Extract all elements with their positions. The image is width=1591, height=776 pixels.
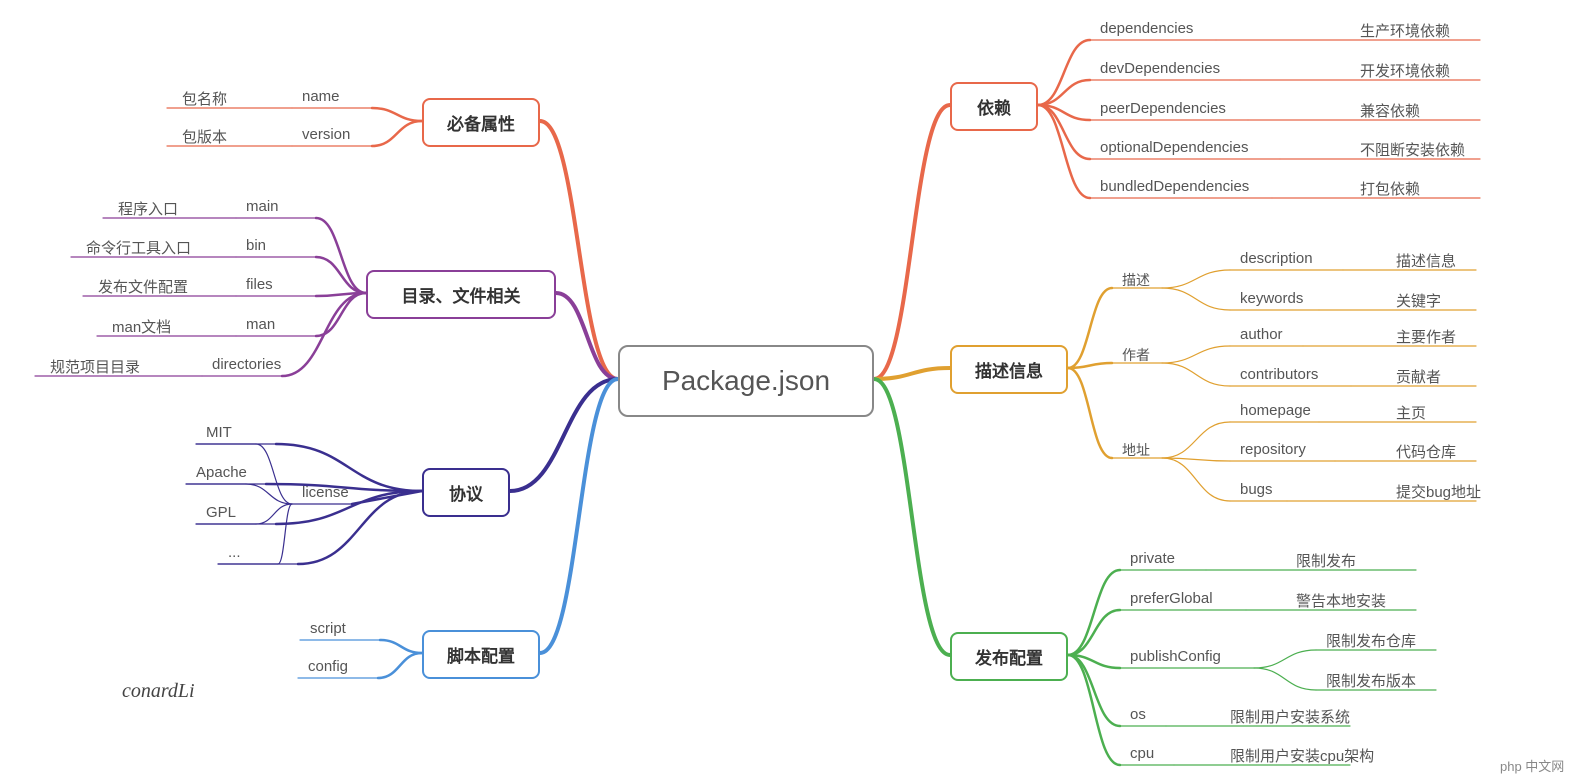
- leaf-desc-contributors: contributors: [1240, 366, 1318, 383]
- group-desc-地址: 地址: [1122, 440, 1150, 460]
- leaf-desc-files-directories: 规范项目目录: [50, 356, 140, 377]
- mid-license: license: [302, 484, 349, 501]
- leaf-desc-publish-private: 限制发布: [1296, 550, 1356, 571]
- leaf-desc-homepage: homepage: [1240, 402, 1311, 419]
- leaf-desc-desc-description: 描述信息: [1396, 250, 1456, 271]
- leaf-publish-os: os: [1130, 706, 1146, 723]
- leaf-files-bin: bin: [246, 237, 266, 254]
- leaf-desc-deps-peerDependencies: 兼容依赖: [1360, 100, 1420, 121]
- leaf-scripts-config: config: [308, 658, 348, 675]
- leaf-desc-publish-preferGlobal: 警告本地安装: [1296, 590, 1386, 611]
- leaf-desc-files-man: man文档: [112, 316, 171, 337]
- watermark: conardLi: [122, 680, 195, 703]
- leaf-sub-publish-publishConfig: 限制发布版本: [1326, 670, 1416, 691]
- leaf-desc-files-files: 发布文件配置: [98, 276, 188, 297]
- leaf-deps-peerDependencies: peerDependencies: [1100, 100, 1226, 117]
- leaf-desc-required-name: 包名称: [182, 88, 227, 109]
- branch-scripts: 脚本配置: [422, 630, 540, 679]
- leaf-files-directories: directories: [212, 356, 281, 373]
- leaf-desc-publish-os: 限制用户安装系统: [1230, 706, 1350, 727]
- branch-license: 协议: [422, 468, 510, 517]
- leaf-deps-dependencies: dependencies: [1100, 20, 1193, 37]
- branch-desc: 描述信息: [950, 345, 1068, 394]
- branch-files: 目录、文件相关: [366, 270, 556, 319]
- leaf-desc-desc-author: 主要作者: [1396, 326, 1456, 347]
- leaf-desc-deps-bundledDependencies: 打包依赖: [1360, 178, 1420, 199]
- leaf-files-man: man: [246, 316, 275, 333]
- leaf-desc-desc-keywords: 关键字: [1396, 290, 1441, 311]
- leaf-desc-deps-dependencies: 生产环境依赖: [1360, 20, 1450, 41]
- leaf-desc-desc-bugs: 提交bug地址: [1396, 481, 1481, 502]
- leaf-desc-publish-cpu: 限制用户安装cpu架构: [1230, 745, 1374, 766]
- leaf-files-main: main: [246, 198, 279, 215]
- center-node: Package.json: [618, 345, 874, 417]
- leaf-deps-devDependencies: devDependencies: [1100, 60, 1220, 77]
- leaf-publish-preferGlobal: preferGlobal: [1130, 590, 1213, 607]
- corner-logo: php 中文网: [1500, 756, 1564, 775]
- leaf-desc-required-version: 包版本: [182, 126, 227, 147]
- leaf-license-...: ...: [228, 544, 241, 561]
- leaf-desc-keywords: keywords: [1240, 290, 1303, 307]
- leaf-desc-bugs: bugs: [1240, 481, 1273, 498]
- leaf-desc-desc-contributors: 贡献者: [1396, 366, 1441, 387]
- leaf-scripts-script: script: [310, 620, 346, 637]
- leaf-desc-deps-optionalDependencies: 不阻断安装依赖: [1360, 139, 1465, 160]
- branch-required: 必备属性: [422, 98, 540, 147]
- leaf-sub-publish-publishConfig: 限制发布仓库: [1326, 630, 1416, 651]
- leaf-files-files: files: [246, 276, 273, 293]
- leaf-license-Apache: Apache: [196, 464, 247, 481]
- leaf-desc-files-main: 程序入口: [118, 198, 178, 219]
- leaf-publish-publishConfig: publishConfig: [1130, 648, 1221, 665]
- leaf-license-MIT: MIT: [206, 424, 232, 441]
- leaf-desc-files-bin: 命令行工具入口: [86, 237, 191, 258]
- leaf-desc-repository: repository: [1240, 441, 1306, 458]
- leaf-required-name: name: [302, 88, 340, 105]
- leaf-publish-cpu: cpu: [1130, 745, 1154, 762]
- leaf-desc-description: description: [1240, 250, 1313, 267]
- group-desc-作者: 作者: [1122, 345, 1150, 365]
- branch-deps: 依赖: [950, 82, 1038, 131]
- leaf-publish-private: private: [1130, 550, 1175, 567]
- leaf-desc-author: author: [1240, 326, 1283, 343]
- group-desc-描述: 描述: [1122, 270, 1150, 290]
- leaf-deps-bundledDependencies: bundledDependencies: [1100, 178, 1249, 195]
- branch-publish: 发布配置: [950, 632, 1068, 681]
- leaf-required-version: version: [302, 126, 350, 143]
- leaf-desc-desc-homepage: 主页: [1396, 402, 1426, 423]
- leaf-deps-optionalDependencies: optionalDependencies: [1100, 139, 1248, 156]
- leaf-desc-deps-devDependencies: 开发环境依赖: [1360, 60, 1450, 81]
- leaf-license-GPL: GPL: [206, 504, 236, 521]
- leaf-desc-desc-repository: 代码仓库: [1396, 441, 1456, 462]
